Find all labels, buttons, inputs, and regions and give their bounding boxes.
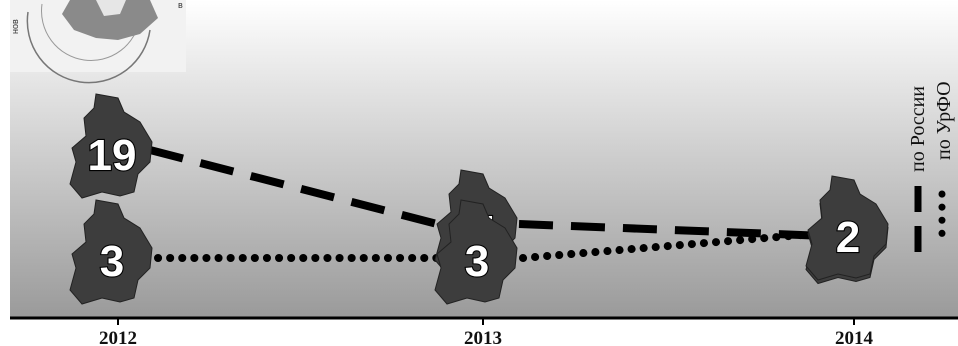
x-tick-label-2013: 2013: [464, 328, 502, 346]
x-tick-label-2012: 2012: [99, 328, 137, 346]
region-marker-icon: [434, 199, 518, 305]
data-point-russia-2012: 19: [69, 93, 153, 199]
badge-text-right: в: [178, 0, 183, 10]
region-marker-icon: [805, 175, 889, 281]
data-label: 3: [100, 237, 124, 286]
legend-label-urfo: по УрФО: [933, 81, 955, 160]
corner-badge: нов в: [10, 0, 186, 84]
legend-label-russia: по России: [907, 86, 929, 172]
data-point-urfo-2013: 3: [434, 199, 518, 305]
data-label: 3: [465, 237, 489, 286]
data-point-urfo-2014: 2: [805, 175, 889, 281]
data-label: 2: [836, 213, 860, 262]
badge-text-left: нов: [10, 19, 20, 34]
legend: по России по УрФО: [907, 81, 955, 258]
series-urfo-line-segment: [519, 230, 818, 262]
region-marker-icon: [69, 93, 153, 199]
data-label: 19: [88, 131, 137, 180]
region-marker-icon: [69, 199, 153, 305]
x-tick-label-2014: 2014: [835, 328, 874, 346]
data-point-urfo-2012: 3: [69, 199, 153, 305]
